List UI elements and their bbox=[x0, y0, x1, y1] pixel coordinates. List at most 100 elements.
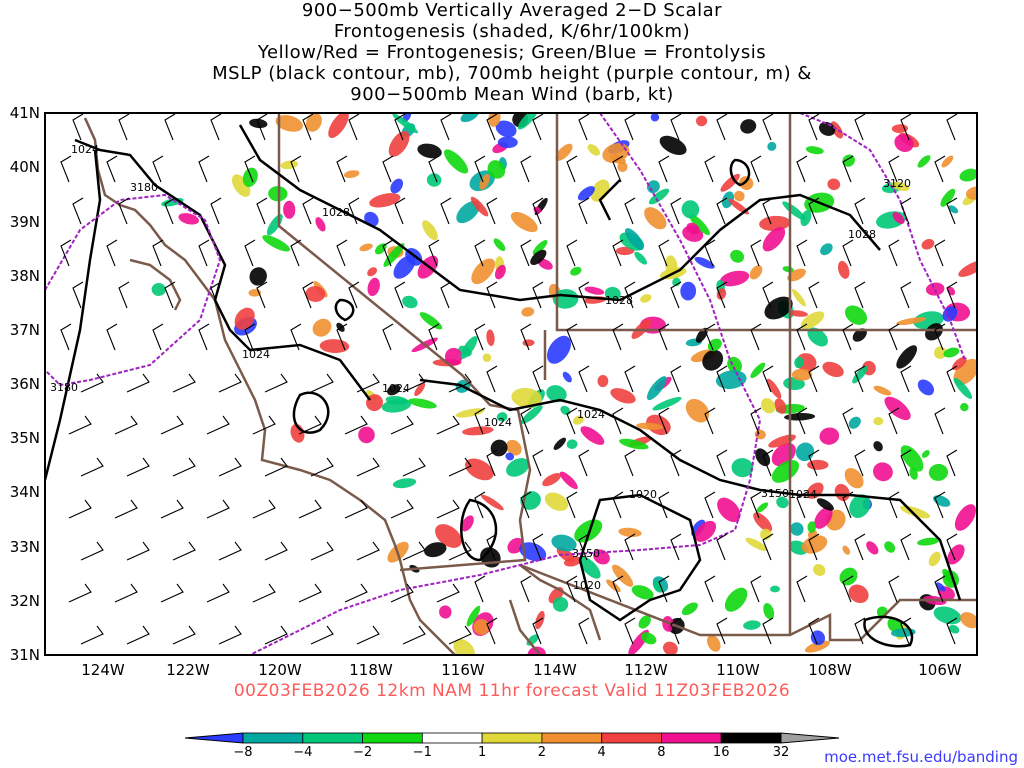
shade-blob bbox=[694, 520, 717, 542]
shade-blob bbox=[471, 258, 496, 285]
mslp-label: 1020 bbox=[629, 488, 657, 501]
wind-barb bbox=[118, 113, 130, 141]
shade-blob bbox=[707, 338, 722, 352]
shade-blob bbox=[810, 630, 826, 646]
shade-blob bbox=[787, 268, 806, 282]
shade-blob bbox=[636, 422, 664, 430]
wind-barb bbox=[448, 457, 472, 477]
shade-blob bbox=[900, 445, 924, 472]
shade-blob bbox=[544, 492, 569, 511]
wind-barb bbox=[264, 457, 288, 477]
wind-barb bbox=[172, 625, 196, 645]
wind-barb bbox=[900, 365, 912, 393]
credit-link[interactable]: moe.met.fsu.edu/banding bbox=[824, 748, 1018, 766]
wind-barb bbox=[670, 449, 682, 477]
shade-blob bbox=[367, 267, 378, 277]
wind-barb bbox=[344, 499, 368, 519]
shade-blob bbox=[686, 222, 700, 235]
wind-barb bbox=[566, 575, 578, 603]
shade-blob bbox=[756, 502, 769, 513]
wind-barb bbox=[218, 625, 242, 645]
shade-blob bbox=[948, 624, 960, 634]
wind-barb bbox=[716, 281, 728, 309]
wind-barb bbox=[934, 575, 946, 603]
mslp-label: 1024 bbox=[71, 143, 99, 156]
shade-blob bbox=[680, 281, 697, 301]
shade-blob bbox=[566, 439, 578, 450]
shade-blob bbox=[493, 238, 506, 251]
wind-barb bbox=[808, 533, 820, 561]
shade-blob bbox=[688, 213, 710, 236]
wind-barb bbox=[402, 541, 426, 561]
wind-barb bbox=[854, 449, 866, 477]
wind-barb bbox=[80, 625, 104, 645]
wind-barb bbox=[298, 583, 322, 603]
shade-blob bbox=[424, 542, 447, 558]
wind-barb bbox=[356, 457, 380, 477]
wind-barb bbox=[394, 281, 406, 309]
wind-barb bbox=[566, 323, 578, 351]
wind-barb bbox=[566, 239, 578, 267]
wind-barb bbox=[658, 491, 670, 519]
wind-barb bbox=[716, 113, 728, 141]
wind-barb bbox=[164, 197, 176, 225]
wind-barb bbox=[310, 541, 334, 561]
wind-barb bbox=[888, 323, 900, 351]
wind-barb bbox=[842, 155, 854, 183]
shade-blob bbox=[659, 135, 687, 156]
wind-barb bbox=[612, 407, 624, 435]
wind-barb bbox=[164, 113, 176, 141]
colorbar-swatch bbox=[481, 732, 543, 744]
shade-blob bbox=[461, 515, 474, 532]
shade-blob bbox=[435, 524, 462, 548]
wind-barb bbox=[218, 541, 242, 561]
wind-barb bbox=[390, 583, 414, 603]
shade-blob bbox=[755, 448, 771, 467]
wind-barb bbox=[436, 415, 460, 435]
shade-blob bbox=[884, 541, 896, 553]
shade-blob bbox=[560, 405, 571, 416]
shade-blob bbox=[640, 294, 652, 303]
colorbar-label: −8 bbox=[233, 745, 252, 760]
wind-barb bbox=[670, 197, 682, 225]
shade-blob bbox=[369, 193, 401, 208]
lat-label: 37N bbox=[10, 321, 40, 339]
shade-blob bbox=[546, 335, 572, 364]
shade-blob bbox=[641, 632, 657, 645]
wind-barb bbox=[436, 583, 460, 603]
wind-barb bbox=[474, 491, 486, 519]
shade-blob bbox=[506, 439, 522, 456]
wind-barb bbox=[750, 155, 762, 183]
shade-blob bbox=[844, 305, 868, 325]
shade-blob bbox=[453, 639, 475, 655]
shade-blob bbox=[511, 387, 542, 408]
wind-barb bbox=[796, 491, 808, 519]
wind-barb bbox=[808, 365, 820, 393]
wind-barb bbox=[310, 457, 334, 477]
shade-blob bbox=[706, 635, 721, 652]
shade-blob bbox=[315, 217, 326, 232]
wind-barb bbox=[566, 491, 578, 519]
wind-barbs bbox=[60, 113, 958, 645]
shade-blob bbox=[827, 178, 841, 191]
shade-blob bbox=[953, 377, 973, 399]
shade-blob bbox=[490, 439, 508, 457]
wind-barb bbox=[206, 583, 230, 603]
wind-barb bbox=[532, 449, 544, 477]
wind-barb bbox=[842, 323, 854, 351]
shade-blob bbox=[606, 579, 621, 593]
shade-blob bbox=[760, 398, 776, 414]
wind-barb bbox=[402, 625, 426, 645]
wind-barb bbox=[348, 281, 360, 309]
shade-blob bbox=[822, 361, 844, 378]
wind-barb bbox=[382, 239, 394, 267]
wind-barb bbox=[172, 373, 196, 393]
wind-barb bbox=[106, 239, 118, 267]
wind-barb bbox=[808, 449, 820, 477]
wind-barb bbox=[402, 373, 426, 393]
shade-blob bbox=[465, 458, 494, 481]
shade-blob bbox=[804, 640, 830, 653]
wind-barb bbox=[796, 407, 808, 435]
shade-blob bbox=[743, 620, 761, 630]
